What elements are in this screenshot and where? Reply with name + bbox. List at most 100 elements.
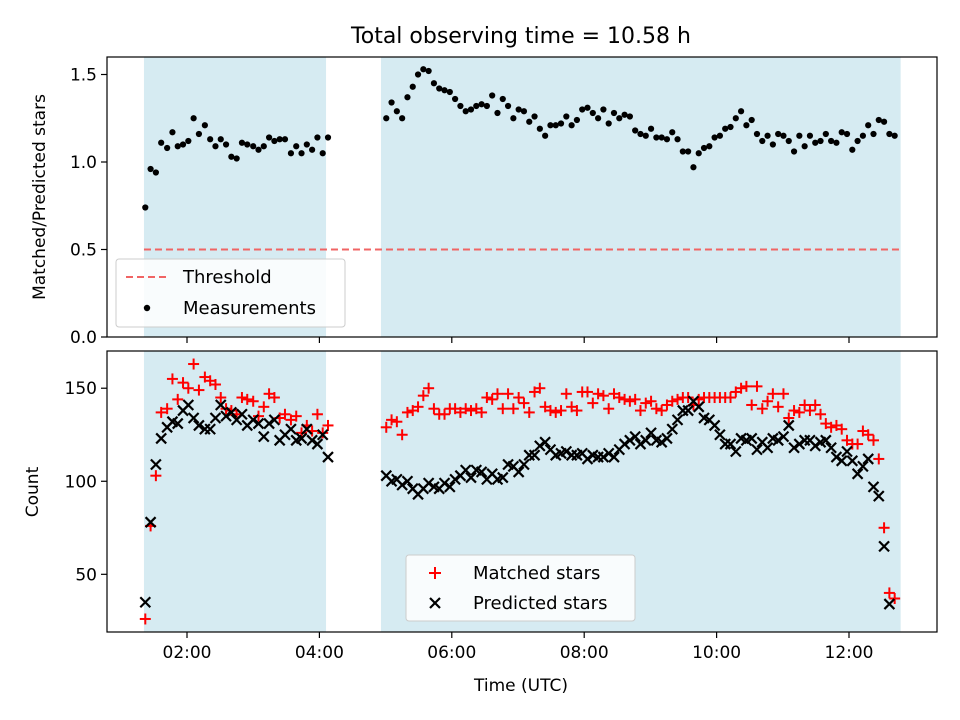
matched-star-point <box>166 373 178 385</box>
predicted-star-point <box>846 455 859 467</box>
matched-star-point <box>555 405 567 417</box>
matched-star-point <box>317 427 329 439</box>
predicted-star-point <box>322 451 334 463</box>
measurement-point <box>293 143 300 150</box>
predicted-star-point <box>655 436 668 448</box>
measurement-point <box>695 150 702 157</box>
predicted-star-point <box>236 408 248 421</box>
predicted-star-point <box>581 453 594 465</box>
measurement-point <box>557 120 565 127</box>
predicted-star-point <box>258 430 270 443</box>
measurement-point <box>515 106 522 113</box>
matched-star-point <box>788 405 800 417</box>
predicted-star-point <box>155 432 167 445</box>
measurement-point <box>711 134 718 141</box>
predicted-star-point <box>528 449 541 461</box>
measurement-point <box>838 129 845 136</box>
matched-star-point <box>215 392 227 404</box>
measurement-point <box>473 102 480 110</box>
x-tick-label: 02:00 <box>163 643 212 663</box>
predicted-star-point <box>825 441 837 454</box>
matched-stars-series <box>139 358 901 625</box>
measurement-point <box>489 92 496 99</box>
measurement-point <box>324 134 332 141</box>
matched-star-point <box>518 397 530 409</box>
predicted-star-point <box>745 432 758 445</box>
matched-star-point <box>666 395 678 407</box>
predicted-star-point <box>449 473 461 486</box>
measurement-point <box>452 95 459 103</box>
measurement-point <box>589 109 596 117</box>
predicted-star-point <box>301 423 313 435</box>
predicted-star-point <box>597 451 610 463</box>
matched-star-point <box>193 384 205 396</box>
predicted-star-point <box>793 438 806 450</box>
predicted-star-point <box>401 475 414 488</box>
measurement-point <box>250 143 257 150</box>
predicted-star-point <box>268 414 281 426</box>
measurement-point <box>732 115 739 122</box>
legend-measurements-label: Measurements <box>183 298 316 319</box>
count-legend-box <box>405 554 636 622</box>
matched-star-point <box>735 382 747 394</box>
measurement-point <box>727 123 734 131</box>
matched-star-point <box>150 470 162 482</box>
matched-star-point <box>672 393 684 405</box>
measurements-series <box>142 66 898 211</box>
measurement-point <box>303 141 310 148</box>
figure-title: Total observing time = 10.58 h <box>350 24 691 49</box>
matched-star-point <box>417 390 429 402</box>
measurement-point <box>775 130 782 138</box>
x-tick-label: 04:00 <box>295 643 344 663</box>
measurement-point <box>769 141 776 148</box>
measurement-point <box>828 137 835 145</box>
matched-star-point <box>439 408 451 420</box>
predicted-star-point <box>560 445 573 458</box>
matched-star-point <box>746 399 758 411</box>
matched-star-point <box>279 408 291 420</box>
measurement-point <box>637 130 644 138</box>
matched-star-point <box>523 406 535 418</box>
measurement-point <box>309 146 316 153</box>
matched-star-point <box>624 395 636 407</box>
matched-star-point <box>815 408 827 420</box>
matched-star-point <box>756 403 768 415</box>
ratio-y-axis-label: Matched/Predicted stars <box>30 94 50 300</box>
measurement-point <box>217 136 224 143</box>
matched-star-point <box>236 392 248 404</box>
measurement-point <box>436 85 443 92</box>
observing-band-2 <box>380 57 901 337</box>
measurement-point <box>748 116 755 124</box>
measurement-point <box>185 137 192 145</box>
predicted-star-point <box>878 540 890 553</box>
measurement-point <box>222 141 230 148</box>
predicted-star-point <box>692 401 705 413</box>
measurement-point <box>679 148 686 155</box>
measurement-point <box>510 115 517 122</box>
legend-predicted-swatch <box>429 597 441 609</box>
measurement-point <box>399 115 406 122</box>
x-axis-label: Time (UTC) <box>473 676 568 696</box>
matched-star-point <box>645 395 657 407</box>
measurement-point <box>319 150 326 157</box>
matched-star-point <box>311 408 323 420</box>
matched-star-point <box>465 405 477 417</box>
matched-star-point <box>825 421 837 433</box>
measurement-point <box>271 137 278 145</box>
matched-star-point <box>507 403 519 415</box>
predicted-star-point <box>225 406 238 419</box>
ratio-x-ticks <box>186 337 850 343</box>
measurement-point <box>642 132 649 139</box>
matched-star-point <box>772 401 784 413</box>
predicted-star-point <box>438 477 451 489</box>
matched-star-point <box>751 380 763 392</box>
measurement-point <box>531 113 538 120</box>
predicted-star-point <box>512 466 525 478</box>
measurement-point <box>298 150 305 157</box>
y-tick-label: 50 <box>75 565 97 585</box>
measurement-point <box>158 139 165 146</box>
measurement-point <box>685 148 692 155</box>
predicted-star-point <box>295 432 308 445</box>
matched-star-point <box>247 395 259 407</box>
